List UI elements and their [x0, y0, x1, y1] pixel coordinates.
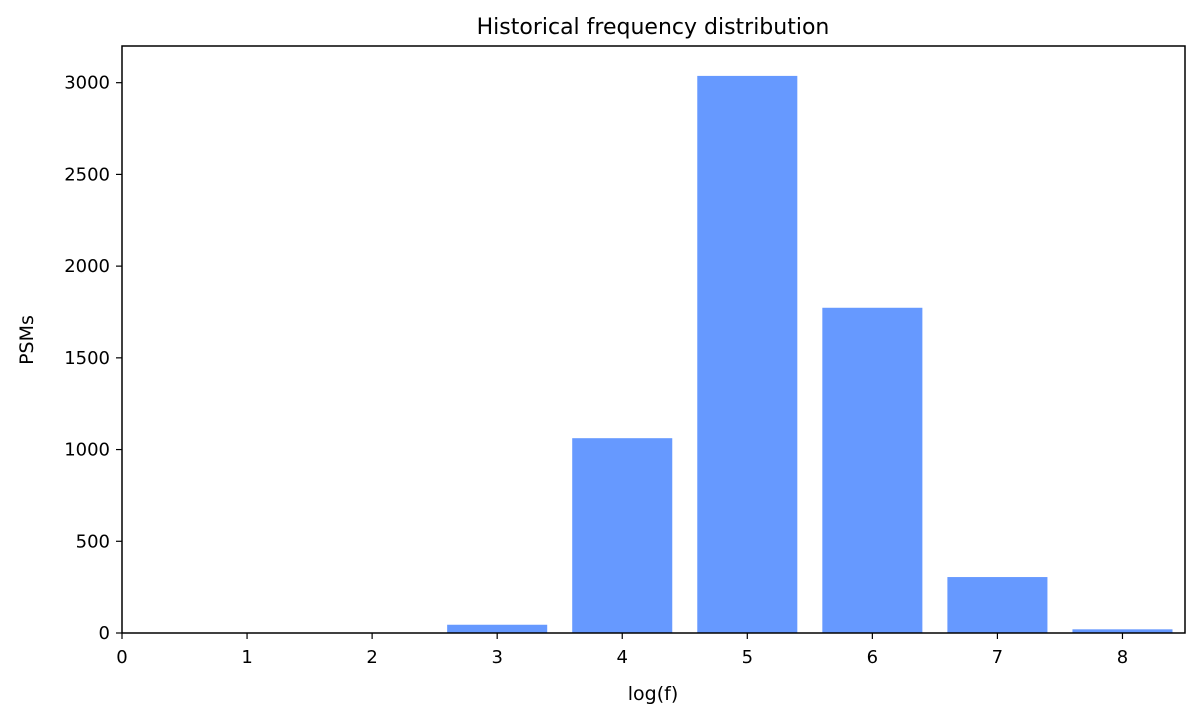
- y-tick-label: 3000: [64, 73, 110, 94]
- bar-3: [447, 624, 548, 633]
- x-tick-label: 8: [1117, 647, 1128, 668]
- x-tick-label: 1: [241, 647, 252, 668]
- x-tick-label: 4: [617, 647, 628, 668]
- x-tick-label: 0: [116, 647, 127, 668]
- bar-5: [697, 75, 798, 633]
- x-axis-title: log(f): [628, 683, 678, 705]
- bar-7: [947, 577, 1048, 633]
- y-axis: 0 500 1000 1500 2000 2500 3000: [64, 73, 122, 644]
- y-tick-label: 2000: [64, 256, 110, 277]
- y-tick-label: 1000: [64, 440, 110, 461]
- bar-8: [1072, 629, 1173, 633]
- y-tick-label: 500: [76, 531, 110, 552]
- y-tick-label: 0: [99, 623, 110, 644]
- y-tick-label: 1500: [64, 348, 110, 369]
- plot-frame: [121, 45, 1186, 634]
- chart-title: Historical frequency distribution: [477, 15, 830, 40]
- x-tick-label: 6: [867, 647, 878, 668]
- x-tick-label: 2: [366, 647, 377, 668]
- x-tick-label: 7: [992, 647, 1003, 668]
- bars-group: [197, 75, 1173, 633]
- x-tick-label: 3: [491, 647, 502, 668]
- x-axis: 0 1 2 3 4 5 6 7 8: [116, 633, 1128, 668]
- y-axis-title: PSMs: [16, 315, 38, 365]
- x-tick-label: 5: [742, 647, 753, 668]
- bar-4: [572, 438, 673, 633]
- bar-6: [822, 307, 923, 633]
- y-tick-label: 2500: [64, 164, 110, 185]
